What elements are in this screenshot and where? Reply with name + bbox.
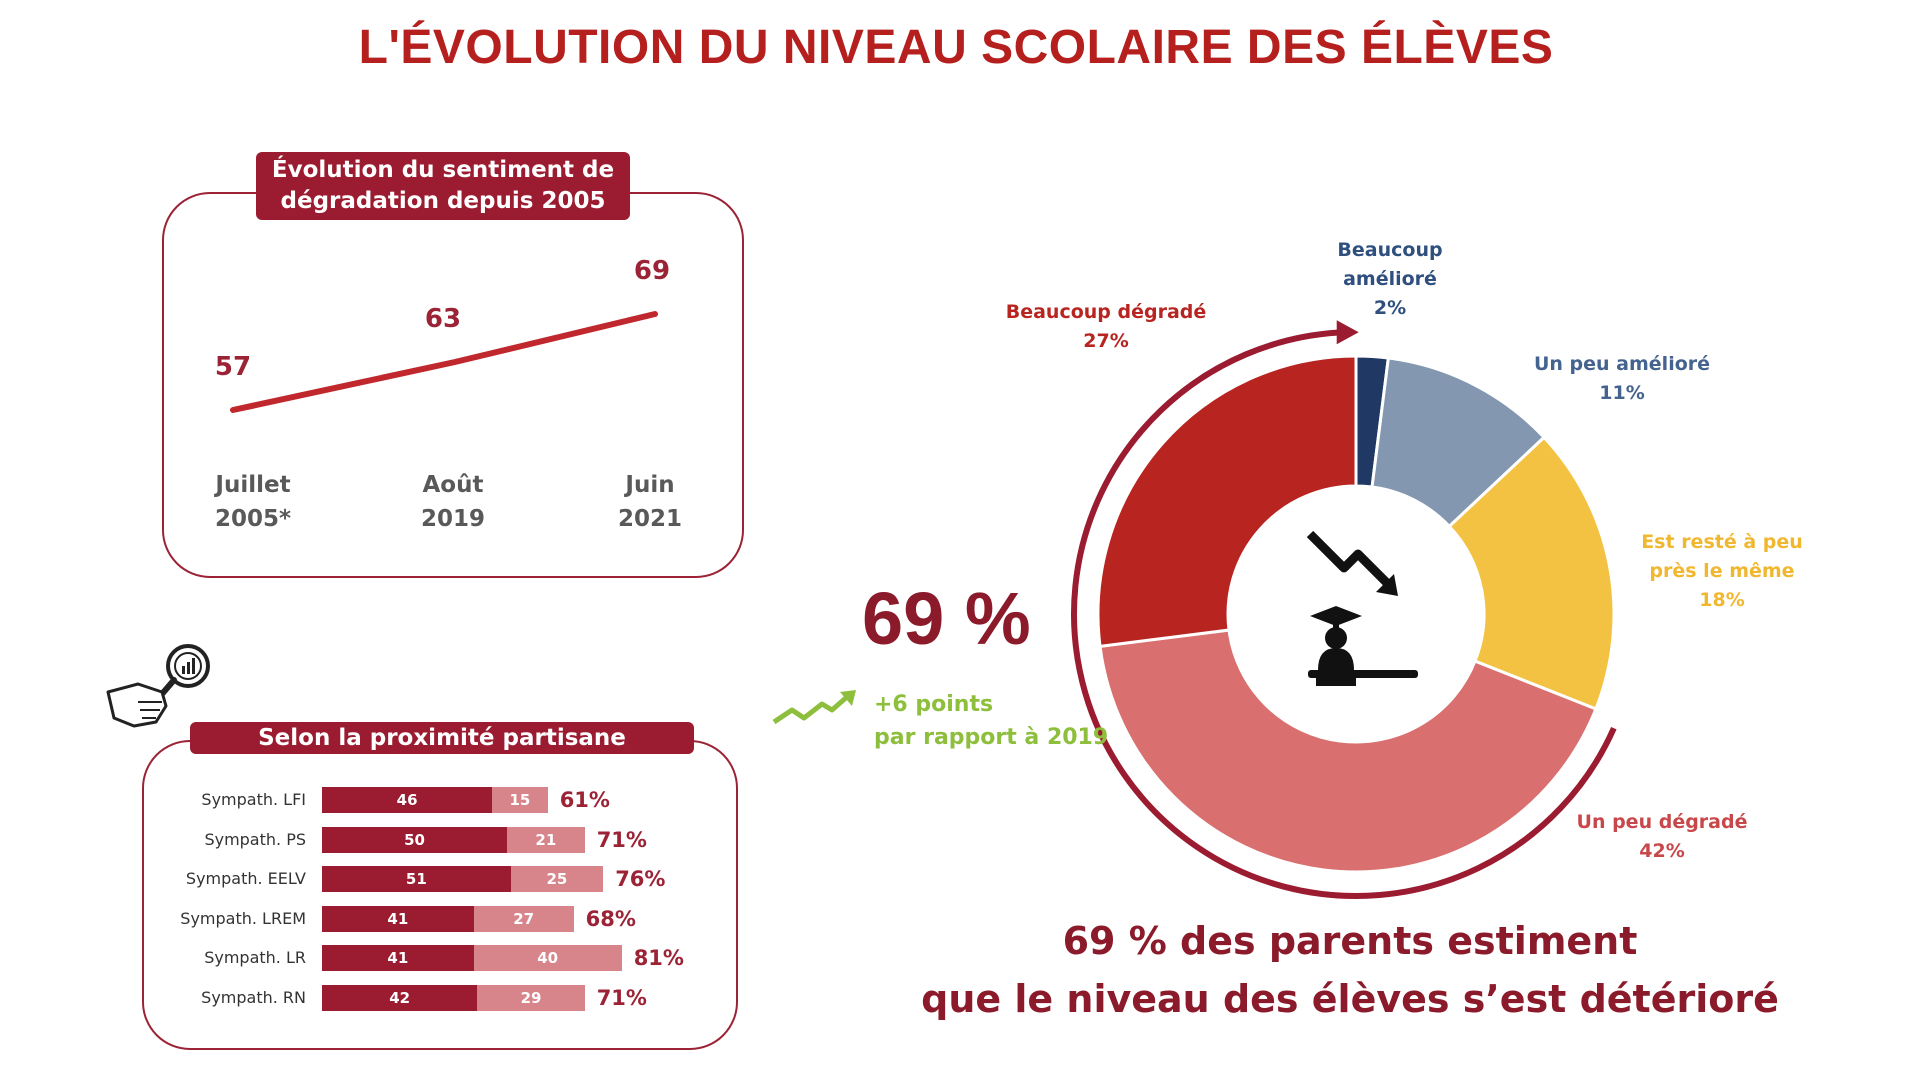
bar-total-label: 81% xyxy=(633,946,684,970)
bar-total-label: 68% xyxy=(585,906,636,931)
bar-category-label: Sympath. LFI xyxy=(201,790,306,809)
change-line-2: par rapport à 2019 xyxy=(874,725,1109,750)
bar-category-label: Sympath. EELV xyxy=(185,869,306,888)
bar-chart-title: Selon la proximité partisane xyxy=(190,722,694,754)
bar-segment-1: 42 xyxy=(322,984,478,1011)
bar-segment-1: 46 xyxy=(322,787,493,813)
headline-line-2: que le niveau des élèves s’est détérioré xyxy=(921,977,1779,1021)
trend-up-icon xyxy=(770,688,858,732)
bar-total-label: 61% xyxy=(559,788,610,812)
bar-total-label: 71% xyxy=(596,985,647,1010)
donut-slice xyxy=(1447,435,1616,711)
bar-category-label: Sympath. PS xyxy=(204,829,306,849)
slice-label: Beaucoup dégradé 27% xyxy=(1005,301,1207,352)
bar-segment-2: 27 xyxy=(473,905,574,932)
x-tick-label: Août 2019 xyxy=(420,472,486,532)
bar-segment-2: 15 xyxy=(492,787,548,813)
bar-segment-2: 25 xyxy=(510,866,604,892)
donut-slice xyxy=(1098,628,1598,874)
highlight-value: 69 % xyxy=(862,577,1031,660)
bar-segment-2: 29 xyxy=(477,984,585,1011)
bar-total-label: 71% xyxy=(596,827,647,852)
degradation-arc xyxy=(1071,329,1617,899)
change-line-1: +6 points xyxy=(874,692,994,717)
bar-category-label: Sympath. LREM xyxy=(180,908,306,928)
data-label: 63 xyxy=(424,304,462,334)
arc-arrowhead xyxy=(1336,320,1359,345)
line-chart-title: Évolution du sentiment de dégradation de… xyxy=(256,152,630,220)
donut-slice xyxy=(1096,354,1358,649)
bar-total-label: 76% xyxy=(615,867,666,891)
bar-segment-2: 40 xyxy=(473,945,622,971)
headline-line-1: 69 % des parents estiment xyxy=(1062,919,1638,963)
trend-line xyxy=(230,311,658,413)
bar-segment-1: 50 xyxy=(322,826,507,853)
magnifier-hand-icon xyxy=(104,640,224,740)
bar-segment-1: 41 xyxy=(322,905,474,932)
slice-label: Est resté à peu près le même 18% xyxy=(1641,531,1803,611)
bar-segment-1: 41 xyxy=(322,945,474,971)
bar-category-label: Sympath. RN xyxy=(201,987,306,1007)
bar-category-label: Sympath. LR xyxy=(204,948,306,967)
x-tick-label: Juillet 2005* xyxy=(214,472,292,532)
x-tick-label: Juin 2021 xyxy=(617,472,683,532)
slice-label: Un peu dégradé 42% xyxy=(1576,811,1748,862)
page-title: L'ÉVOLUTION DU NIVEAU SCOLAIRE DES ÉLÈVE… xyxy=(358,21,1554,74)
headline: 69 % des parents estiment que le niveau … xyxy=(900,912,1800,1028)
slice-label: Beaucoup amélioré 2% xyxy=(1337,239,1443,319)
slice-label: Un peu amélioré 11% xyxy=(1533,353,1711,404)
student-decline-icon xyxy=(1296,520,1424,694)
data-label: 69 xyxy=(633,256,671,286)
bar-segment-1: 51 xyxy=(322,866,511,892)
data-label: 57 xyxy=(214,352,252,382)
change-note: +6 points par rapport à 2019 xyxy=(874,688,1108,754)
bar-segment-2: 21 xyxy=(507,826,585,853)
